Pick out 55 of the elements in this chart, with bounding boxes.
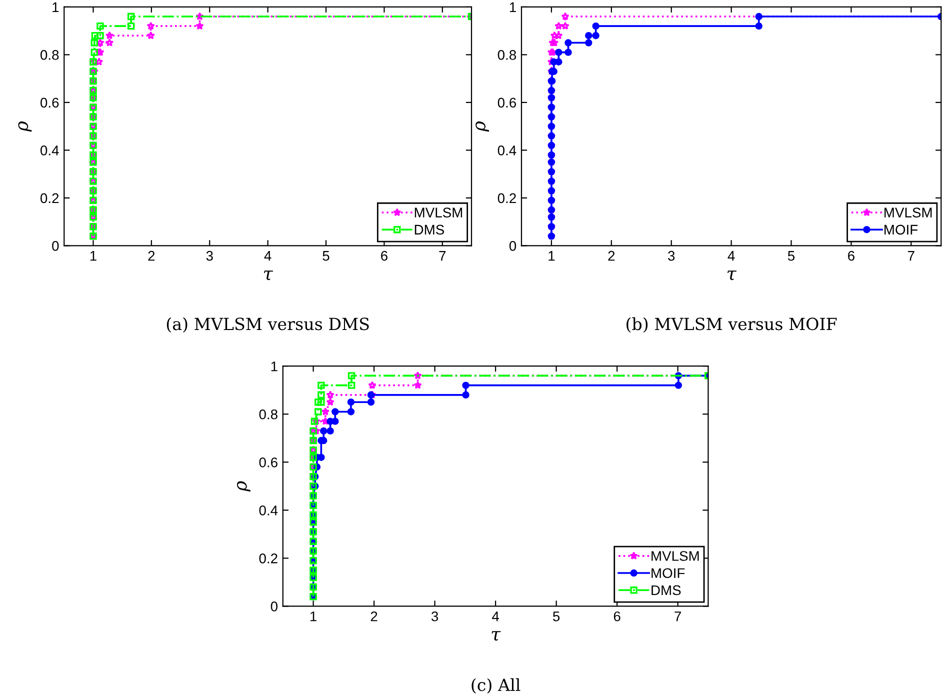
legend-label: MOIF: [884, 224, 918, 235]
y-tick-label: 1: [52, 2, 59, 12]
x-tick-label: 3: [668, 250, 675, 261]
x-tick-label: 7: [674, 612, 681, 622]
x-tick-label: 4: [492, 612, 499, 622]
x-tick-label: 5: [788, 251, 795, 261]
x-tick-label: 3: [206, 250, 213, 261]
x-axis-title: τ: [492, 631, 501, 641]
x-tick-label: 5: [322, 251, 330, 261]
x-tick-label: 2: [370, 611, 378, 622]
legend-label: DMS: [652, 585, 681, 596]
x-tick-label: 7: [439, 251, 446, 261]
x-tick-label: 5: [552, 612, 560, 622]
legend-label: MVLSM: [414, 208, 462, 218]
x-tick-label: 6: [614, 611, 620, 622]
y-tick-label: 0.2: [498, 193, 516, 204]
y-tick-label: 0.2: [259, 554, 278, 564]
y-tick-label: 0.8: [259, 409, 278, 420]
text: (a) MVLSM versus DMS: [166, 317, 369, 333]
x-tick-label: 4: [728, 251, 735, 261]
y-tick-label: 0.6: [40, 98, 59, 108]
y-tick-label: 0.6: [498, 98, 516, 108]
x-tick-label: 2: [148, 250, 155, 261]
x-tick-label: 1: [90, 251, 96, 261]
y-tick-label: 0.4: [259, 506, 278, 516]
y-axis-title: ρ: [476, 121, 489, 132]
y-tick-label: 0.2: [40, 193, 59, 204]
y-tick-label: 0.4: [40, 146, 59, 156]
x-axis-title: τ: [728, 270, 737, 280]
legend-label: DMS: [414, 224, 444, 235]
y-tick-label: 0: [270, 602, 278, 612]
x-tick-label: 1: [310, 612, 316, 622]
text: (b) MVLSM versus MOIF: [626, 317, 837, 333]
x-tick-label: 3: [431, 611, 438, 622]
y-tick-label: 0.8: [40, 50, 59, 60]
y-tick-label: 1: [271, 362, 278, 372]
y-tick-label: 0.4: [498, 146, 516, 156]
y-tick-label: 0.8: [498, 50, 516, 60]
legend-label: MVLSM: [884, 208, 932, 218]
y-axis-title: ρ: [18, 121, 32, 132]
x-tick-label: 6: [848, 250, 854, 261]
x-tick-label: 4: [264, 251, 272, 261]
x-tick-label: 7: [908, 251, 914, 261]
x-tick-label: 6: [381, 250, 388, 261]
x-tick-label: 1: [548, 251, 555, 261]
y-tick-label: 0.6: [259, 457, 278, 468]
legend-label: MVLSM: [652, 551, 699, 561]
text: (c) All: [472, 678, 520, 694]
legend-label: MOIF: [652, 568, 685, 578]
x-tick-label: 2: [608, 250, 615, 261]
y-tick-label: 0: [509, 241, 516, 251]
x-axis-title: τ: [264, 270, 274, 280]
y-axis-title: ρ: [237, 481, 250, 492]
y-tick-label: 1: [510, 2, 516, 12]
y-tick-label: 0: [52, 241, 59, 251]
